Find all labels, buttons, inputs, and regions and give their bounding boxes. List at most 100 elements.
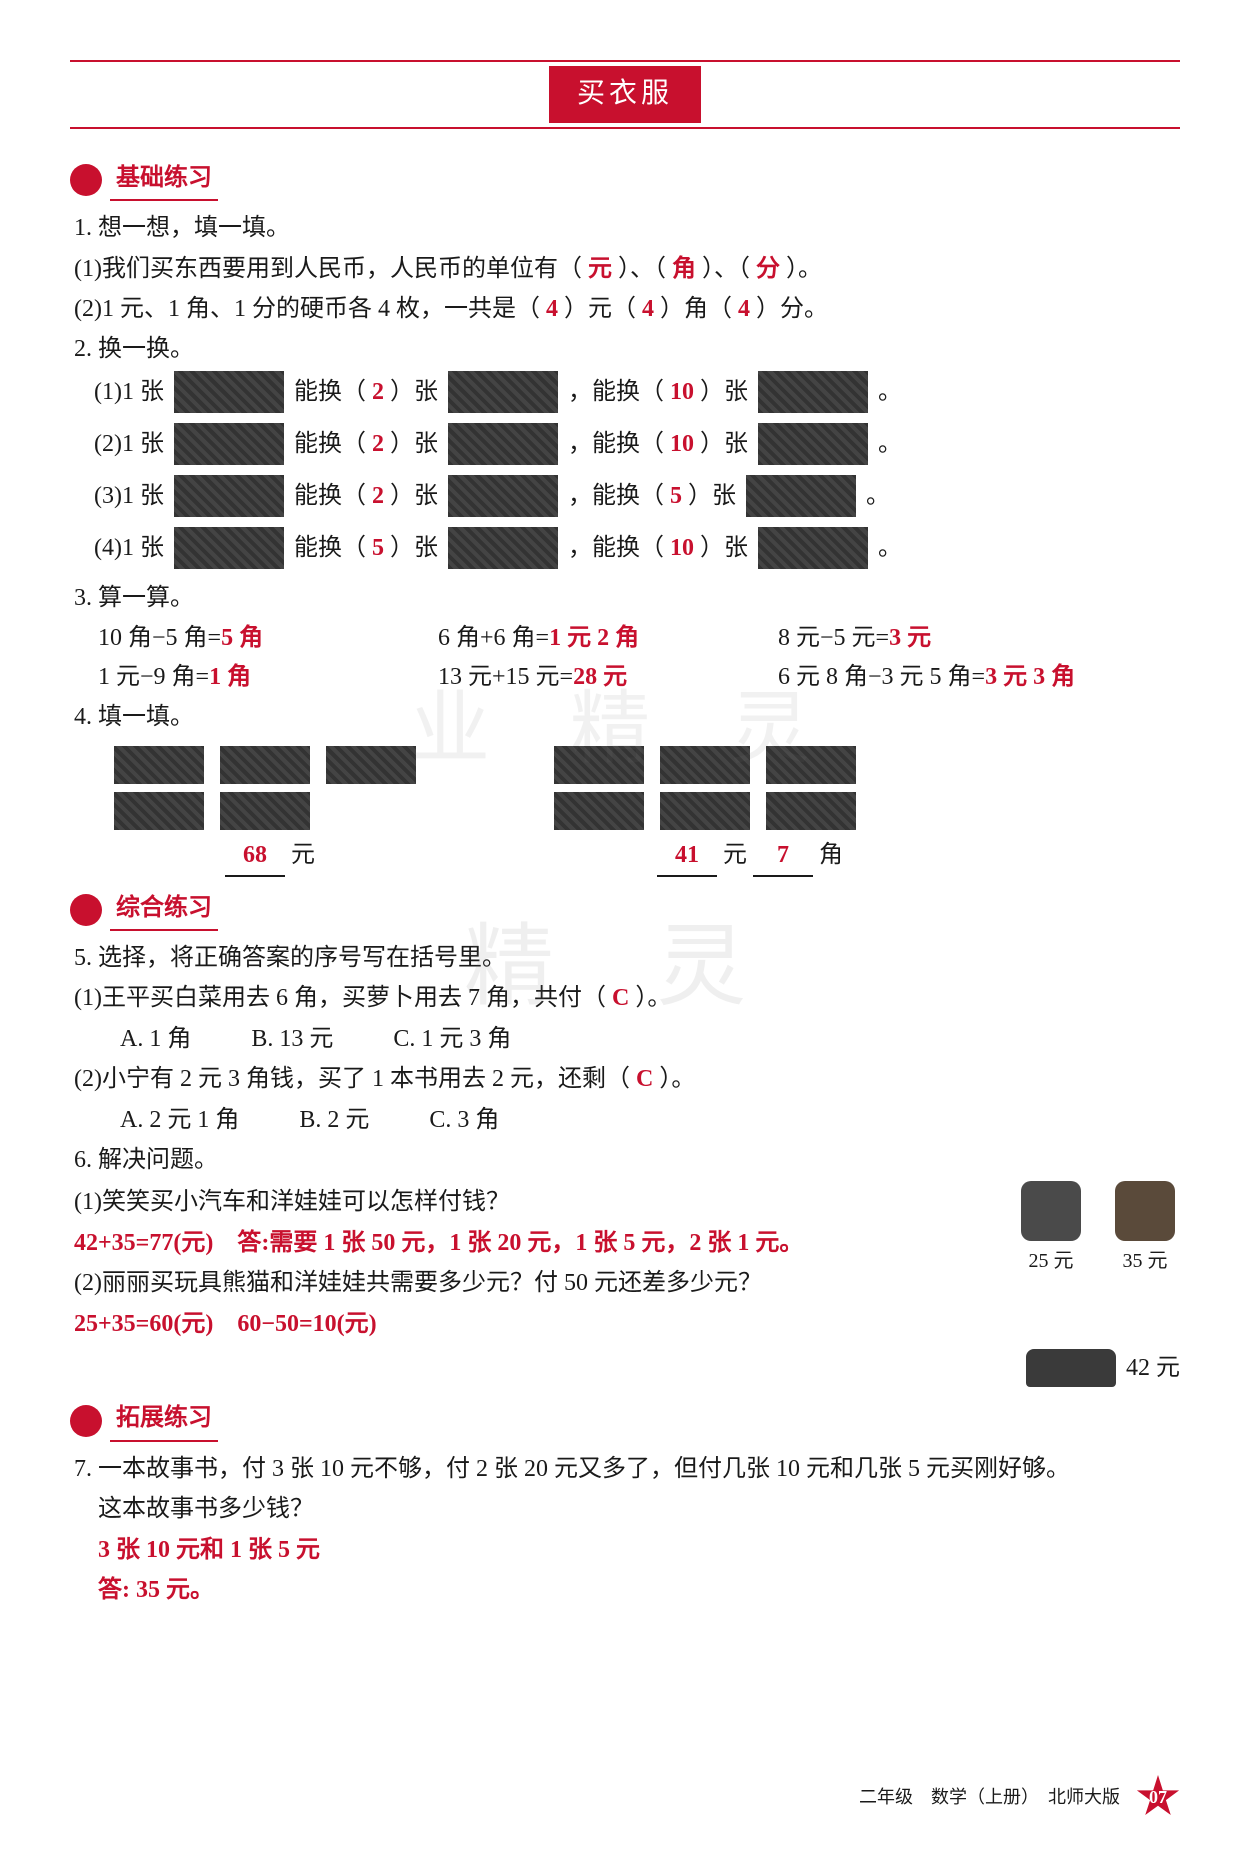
q2-zhang: ）张	[390, 529, 438, 567]
banknote-icon	[660, 792, 750, 830]
q5-s1-ans: C	[612, 985, 629, 1011]
q5-s1-optB: B. 13 元	[251, 1020, 333, 1058]
q5-s2: (2)小宁有 2 元 3 角钱，买了 1 本书用去 2 元，还剩（ C ）。	[74, 1060, 1180, 1098]
q1-l2-text: (2)1 元、1 角、1 分的硬币各 4 枚，一共是（	[74, 296, 540, 322]
q2-ans2: 10	[670, 529, 694, 567]
q7-a2: 答: 35 元。	[98, 1571, 1180, 1609]
q4-right-unit1: 元	[723, 842, 747, 868]
q6-body: (1)笑笑买小汽车和洋娃娃可以怎样付钱？ 42+35=77(元) 答:需要 1 …	[70, 1181, 1180, 1345]
q2-ans1: 2	[372, 477, 384, 515]
banknote-icon	[448, 371, 558, 413]
banknote-icon	[758, 423, 868, 465]
q2-pre: (2)1 张	[94, 425, 164, 463]
section-basic-label: 基础练习	[110, 159, 218, 201]
banknote-icon	[448, 475, 558, 517]
banknote-icon	[766, 746, 856, 784]
page-footer: 二年级 数学（上册） 北师大版 07	[859, 1775, 1180, 1819]
q2-can: 能换（	[294, 373, 366, 411]
banknote-icon	[448, 423, 558, 465]
q2-end: 。	[878, 529, 902, 567]
section-comp: 综合练习	[70, 889, 1180, 931]
q3-a2: 3 元	[889, 625, 931, 651]
toy-car-price: 42 元	[1126, 1349, 1180, 1387]
q5-s2-opts: A. 2 元 1 角 B. 2 元 C. 3 角	[120, 1101, 1180, 1139]
q3-head: 3. 算一算。	[74, 579, 1180, 617]
q2-zhang: ）张	[390, 425, 438, 463]
section-ext-label: 拓展练习	[110, 1399, 218, 1441]
car-icon	[1026, 1349, 1116, 1387]
q2-comma: ，能换（	[568, 425, 664, 463]
q4-right: 41 元 7 角	[550, 746, 950, 876]
toy-panda: 25 元	[1016, 1181, 1086, 1277]
badge-dot-icon	[70, 1405, 102, 1437]
page-number: 07	[1149, 1783, 1167, 1812]
section-ext: 拓展练习	[70, 1399, 1180, 1441]
q4-right-unit2: 角	[819, 842, 843, 868]
q2-pre: (1)1 张	[94, 373, 164, 411]
q2-row-1: (2)1 张能换（2）张，能换（10）张。	[94, 423, 1180, 465]
banknote-icon	[326, 746, 416, 784]
q6-p1a: 42+35=77(元) 答:需要 1 张 50 元，1 张 20 元，1 张 5…	[74, 1224, 1000, 1262]
q1-l2-ans3: 4	[738, 296, 750, 322]
q3-a4: 28 元	[573, 664, 627, 690]
q4-right-ans1: 41	[657, 836, 717, 876]
q2-row-2: (3)1 张能换（2）张，能换（5）张。	[94, 475, 1180, 517]
q2-zhang2: ）张	[688, 477, 736, 515]
q4-left-unit: 元	[291, 842, 315, 868]
q1-line1: (1)我们买东西要用到人民币，人民币的单位有（ 元 ）、（ 角 ）、（ 分 ）。	[74, 250, 1180, 288]
section-basic: 基础练习	[70, 159, 1180, 201]
q1-l2-ans1: 4	[546, 296, 558, 322]
q5-s1-optC: C. 1 元 3 角	[393, 1020, 511, 1058]
q2-row-0: (1)1 张能换（2）张，能换（10）张。	[94, 371, 1180, 413]
banknote-icon	[174, 527, 284, 569]
q5-s2-optC: C. 3 角	[429, 1101, 499, 1139]
q4-left: 68 元	[110, 746, 430, 876]
q3-row1: 10 角−5 角=5 角 6 角+6 角=1 元 2 角 8 元−5 元=3 元	[98, 619, 1180, 657]
banknote-icon	[114, 792, 204, 830]
banknote-icon	[746, 475, 856, 517]
q2-end: 。	[878, 425, 902, 463]
q1-l1-ans3: 分	[756, 256, 780, 282]
q2-zhang: ）张	[390, 373, 438, 411]
q1-head: 1. 想一想，填一填。	[74, 209, 1180, 247]
q5-s1-optA: A. 1 角	[120, 1020, 191, 1058]
q2-zhang2: ）张	[700, 373, 748, 411]
banknote-icon	[220, 792, 310, 830]
q3-row2: 1 元−9 角=1 角 13 元+15 元=28 元 6 元 8 角−3 元 5…	[98, 658, 1180, 696]
q2-comma: ，能换（	[568, 373, 664, 411]
q6-p2a: 25+35=60(元) 60−50=10(元)	[74, 1305, 1000, 1343]
q2-comma: ，能换（	[568, 477, 664, 515]
q2-zhang2: ）张	[700, 425, 748, 463]
q2-ans1: 5	[372, 529, 384, 567]
banknote-icon	[766, 792, 856, 830]
q7-head: 7. 一本故事书，付 3 张 10 元不够，付 2 张 20 元又多了，但付几张…	[74, 1450, 1180, 1488]
banknote-icon	[220, 746, 310, 784]
banknote-icon	[758, 371, 868, 413]
banknote-icon	[554, 792, 644, 830]
q3-a1: 1 元 2 角	[549, 625, 639, 651]
q1-l1-text: (1)我们买东西要用到人民币，人民币的单位有（	[74, 256, 582, 282]
banknote-icon	[174, 423, 284, 465]
q2-head: 2. 换一换。	[74, 330, 1180, 368]
q7-a1: 3 张 10 元和 1 张 5 元	[98, 1531, 1180, 1569]
banknote-icon	[174, 475, 284, 517]
q4-left-ans: 68	[225, 836, 285, 876]
q3-q3: 1 元−9 角=	[98, 664, 209, 690]
q3-a3: 1 角	[209, 664, 251, 690]
q2-pre: (4)1 张	[94, 529, 164, 567]
page-header: 买衣服	[70, 60, 1180, 129]
toy-icons: 25 元 35 元	[1016, 1181, 1180, 1277]
q4-right-notes	[550, 746, 950, 830]
q4-right-ans2: 7	[753, 836, 813, 876]
q3-q1: 6 角+6 角=	[438, 625, 549, 651]
q4-row: 68 元 41 元 7 角	[110, 746, 1180, 876]
q5-s1-opts: A. 1 角 B. 13 元 C. 1 元 3 角	[120, 1020, 1180, 1058]
toy-doll-price: 35 元	[1110, 1245, 1180, 1277]
q2-ans2: 10	[670, 425, 694, 463]
q2-end: 。	[878, 373, 902, 411]
q2-pre: (3)1 张	[94, 477, 164, 515]
q3-a5: 3 元 3 角	[985, 664, 1075, 690]
q2-can: 能换（	[294, 529, 366, 567]
q4-left-notes	[110, 746, 430, 830]
page-title: 买衣服	[549, 66, 701, 123]
